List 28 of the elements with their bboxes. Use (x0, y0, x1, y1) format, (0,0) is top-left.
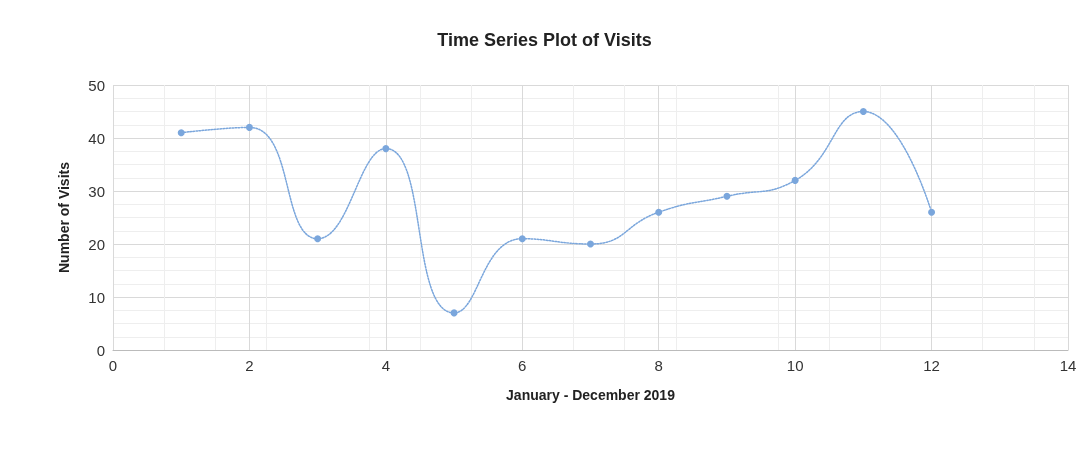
x-axis-title: January - December 2019 (506, 387, 676, 403)
point (655, 208, 663, 216)
y-tick-label: 30 (88, 182, 105, 200)
point (518, 235, 526, 243)
y-tick-label: 0 (96, 341, 105, 359)
x-tick-label: 0 (108, 357, 118, 374)
point (177, 129, 185, 137)
point (245, 123, 253, 131)
y-tick-label: 50 (88, 76, 105, 94)
x-tick-label: 12 (923, 357, 940, 374)
point (587, 240, 594, 248)
point (314, 235, 322, 243)
point (791, 176, 799, 184)
point (723, 192, 731, 200)
x-tick-label: 4 (381, 357, 391, 374)
x-tick-label: 6 (518, 357, 527, 374)
chart-title: Time Series Plot of Visits (437, 30, 652, 50)
y-axis-title: Number of Visits (56, 161, 72, 273)
y-tick-label: 20 (88, 235, 105, 253)
x-tick-label: 8 (654, 357, 663, 374)
y-tick-label: 10 (88, 288, 105, 306)
x-tick-label: 14 (1059, 357, 1077, 374)
x-tick-label: 2 (245, 357, 254, 374)
point (928, 208, 936, 216)
point (382, 145, 390, 153)
x-tick-label: 10 (786, 357, 804, 374)
y-tick-label: 40 (88, 129, 105, 147)
point (859, 108, 867, 115)
